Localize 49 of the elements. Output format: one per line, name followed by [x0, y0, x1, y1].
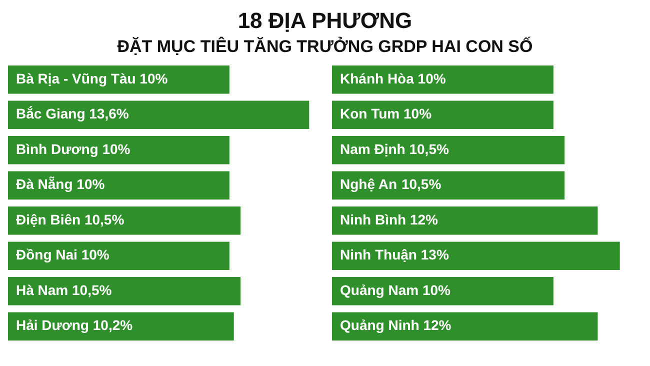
category-label: Ninh Thuận	[340, 246, 417, 263]
bar	[332, 100, 554, 129]
data-label: 10%	[418, 70, 446, 86]
category-label: Kon Tum	[340, 106, 400, 122]
bar	[8, 277, 240, 306]
data-label: 10%	[76, 176, 106, 192]
category-label: Hà Nam	[16, 282, 68, 298]
data-label: 10,5%	[409, 140, 450, 157]
bar	[332, 242, 620, 270]
chart-title: 18 ĐỊA PHƯƠNG	[236, 8, 414, 34]
category-label: Bà Rịa - Vũng Tàu	[16, 70, 136, 86]
bar	[8, 171, 230, 200]
category-label: Khánh Hòa	[340, 70, 414, 86]
category-label: Bình Dương	[16, 140, 98, 157]
data-label: 12%	[423, 317, 452, 334]
data-label: 10,5%	[72, 282, 112, 298]
data-label: 12%	[410, 211, 439, 228]
data-label: 10%	[422, 282, 452, 298]
bar	[8, 312, 234, 340]
data-label: 10,5%	[401, 176, 442, 192]
category-label: Đà Nẵng	[16, 176, 73, 192]
bar	[332, 312, 598, 340]
category-label: Hải Dương	[16, 317, 89, 334]
data-label: 10%	[404, 106, 432, 122]
category-label: Đồng Nai	[16, 246, 78, 263]
data-label: 10,2%	[92, 317, 134, 334]
data-label: 10,5%	[84, 211, 125, 228]
category-label: Ninh Bình	[340, 211, 406, 228]
data-label: 10%	[140, 70, 168, 86]
category-label: Quảng Ninh	[340, 317, 420, 334]
category-label: Bắc Giang	[16, 106, 86, 122]
bar	[8, 136, 230, 164]
data-label: 10%	[102, 140, 131, 157]
bar	[332, 171, 564, 200]
data-label: 10%	[81, 246, 110, 263]
data-label: 13,6%	[89, 106, 130, 122]
category-label: Điện Biên	[16, 211, 81, 228]
bar	[332, 136, 564, 164]
category-label: Nghệ An	[340, 176, 398, 192]
bar	[332, 206, 598, 235]
category-label: Nam Định	[340, 140, 406, 157]
bar	[8, 206, 240, 235]
bar	[8, 100, 310, 129]
data-label: 13%	[420, 246, 450, 263]
category-label: Quảng Nam	[340, 282, 419, 298]
bar	[332, 66, 554, 94]
chart-subtitle: ĐẶT MỤC TIÊU TĂNG TRƯỞNG GRDP HAI CON SỐ	[116, 36, 534, 58]
bar	[8, 242, 230, 270]
bar	[332, 277, 554, 306]
